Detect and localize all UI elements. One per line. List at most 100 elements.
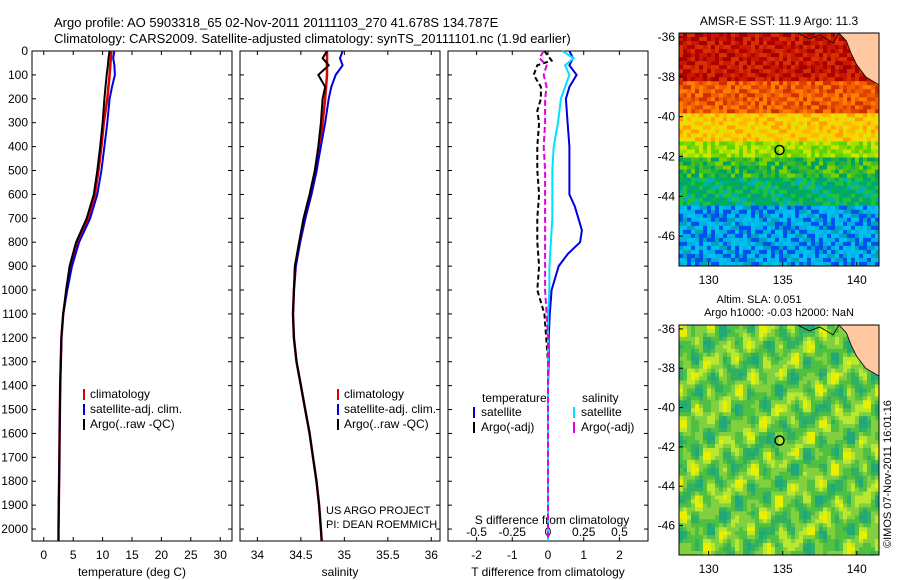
map-cell: [783, 447, 788, 453]
map-cell: [787, 237, 792, 243]
map-cell: [871, 396, 876, 401]
map-cell: [839, 45, 844, 50]
map-cell: [843, 237, 848, 243]
map-cell: [819, 41, 824, 46]
map-cell: [743, 356, 748, 361]
map-cell: [763, 404, 768, 409]
map-cell: [679, 408, 684, 413]
map-cell: [679, 360, 684, 365]
map-cell: [807, 237, 812, 243]
map-cell: [799, 105, 804, 110]
map-cell: [871, 392, 876, 397]
map-cell: [799, 241, 804, 247]
map-cell: [691, 225, 696, 231]
x-tick-label: 34.5: [289, 548, 313, 562]
map-cell: [799, 412, 804, 417]
map-cell: [767, 37, 772, 42]
map-cell: [711, 325, 716, 330]
map-cell: [803, 245, 808, 251]
map-cell: [875, 380, 880, 385]
map-cell: [759, 77, 764, 82]
map-cell: [835, 169, 840, 174]
map-cell: [819, 117, 824, 122]
map-cell: [767, 396, 772, 401]
map-cell: [711, 360, 716, 365]
map-cell: [727, 185, 732, 190]
map-cell: [779, 57, 784, 62]
map-cell: [703, 205, 708, 211]
map-cell: [795, 133, 800, 138]
map-cell: [779, 153, 784, 158]
map-cell: [715, 173, 720, 178]
map-cell: [819, 137, 824, 142]
map-cell: [775, 463, 780, 469]
map-cell: [715, 169, 720, 174]
map-cell: [795, 81, 800, 86]
map-cell: [787, 384, 792, 389]
map-cell: [827, 157, 832, 162]
map-cell: [779, 336, 784, 342]
map-cell: [771, 376, 776, 381]
map-cell: [839, 65, 844, 70]
map-cell: [735, 400, 740, 405]
map-cell: [811, 209, 816, 215]
map-cell: [831, 101, 836, 106]
map-cell: [867, 249, 872, 255]
map-cell: [743, 348, 748, 354]
map-cell: [875, 213, 880, 219]
map-cell: [787, 165, 792, 170]
map-cell: [699, 432, 704, 437]
map-cell: [711, 61, 716, 66]
series-line-argo: [57, 50, 111, 541]
map-cell: [839, 432, 844, 437]
map-cell: [875, 165, 880, 170]
map-cell: [751, 209, 756, 215]
map-cell: [775, 149, 780, 154]
map-cell: [767, 101, 772, 106]
map-cell: [759, 193, 764, 199]
map-cell: [707, 364, 712, 369]
map-cell: [783, 368, 788, 373]
map-cell: [795, 356, 800, 361]
map-cell: [679, 352, 684, 358]
map-cell: [791, 221, 796, 227]
map-cell: [867, 181, 872, 186]
map-cell: [787, 408, 792, 413]
map-cell: [795, 408, 800, 413]
map-cell: [763, 428, 768, 433]
map-cell: [755, 129, 760, 134]
map-cell: [735, 463, 740, 469]
map-cell: [799, 388, 804, 393]
map-cell: [687, 332, 692, 338]
map-cell: [839, 249, 844, 255]
map-cell: [839, 153, 844, 158]
map-cell: [743, 451, 748, 457]
map-cell: [739, 41, 744, 46]
map-cell: [799, 455, 804, 461]
map-cell: [831, 237, 836, 243]
x-axis-label: temperature (deg C): [78, 565, 186, 579]
map-cell: [767, 177, 772, 182]
map-cell: [791, 325, 796, 330]
map-cell: [871, 241, 876, 247]
map-cell: [707, 384, 712, 389]
map-cell: [783, 109, 788, 114]
map-cell: [827, 340, 832, 346]
map-cell: [703, 149, 708, 154]
map-cell: [823, 336, 828, 342]
map-cell: [691, 85, 696, 90]
map-cell: [827, 101, 832, 106]
map-cell: [743, 416, 748, 421]
map-cell: [783, 65, 788, 70]
map-cell: [827, 233, 832, 239]
map-cell: [771, 360, 776, 365]
map-cell: [679, 245, 684, 251]
map-cell: [795, 344, 800, 350]
map-cell: [691, 177, 696, 182]
map-cell: [815, 372, 820, 377]
map-cell: [831, 161, 836, 166]
map-cell: [775, 412, 780, 417]
map-cell: [839, 101, 844, 106]
figure-title-line1: Argo profile: AO 5903318_65 02-Nov-2011 …: [54, 15, 499, 30]
x-tick-label: 0: [40, 548, 47, 562]
